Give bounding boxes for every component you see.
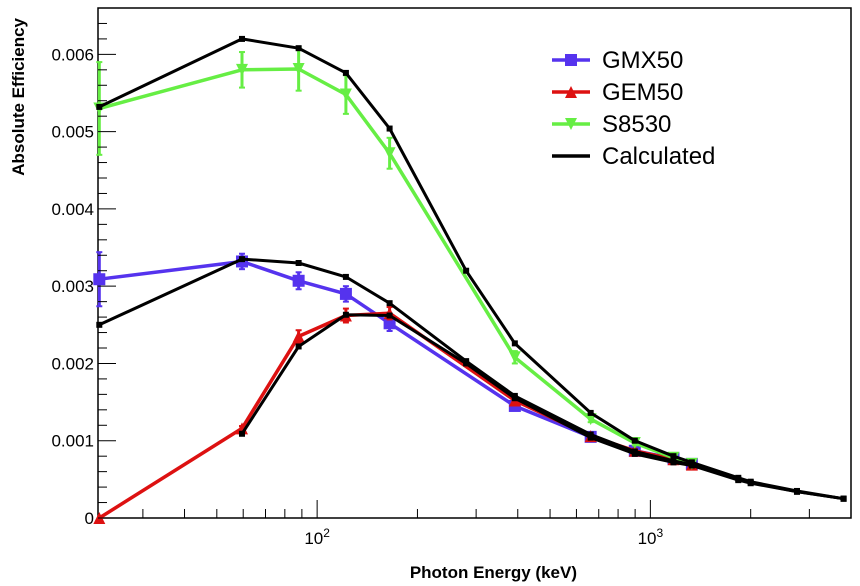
x-axis-title: Photon Energy (keV)	[410, 563, 577, 582]
data-point	[670, 453, 677, 460]
legend-item: GEM50	[552, 79, 683, 106]
x-axis: 102 103	[142, 500, 852, 548]
series-line	[99, 259, 693, 466]
data-point	[93, 273, 106, 286]
data-point	[670, 459, 677, 466]
legend-item: GMX50	[552, 47, 683, 74]
data-point	[386, 300, 393, 307]
data-point	[587, 431, 594, 438]
legend-label: GEM50	[602, 79, 683, 106]
data-point	[383, 147, 396, 160]
data-point	[342, 273, 349, 280]
data-point	[96, 321, 103, 328]
data-point	[235, 63, 248, 76]
series-layer	[93, 35, 847, 524]
data-point	[631, 437, 638, 444]
data-point	[292, 330, 305, 343]
data-point	[386, 125, 393, 132]
x-tick-label: 102	[304, 526, 330, 548]
calculated-line	[98, 37, 844, 501]
data-point	[339, 287, 352, 300]
data-point	[339, 88, 352, 101]
data-point	[735, 477, 742, 484]
y-tick-label: 0.001	[51, 432, 94, 451]
y-tick-label: 0.002	[51, 354, 94, 373]
y-tick-label: 0	[85, 509, 94, 528]
legend: GMX50 GEM50 S8530 Calculated	[552, 47, 715, 170]
data-point	[565, 86, 577, 98]
data-point	[511, 340, 518, 347]
y-tick-label: 0.005	[51, 123, 94, 142]
data-point	[463, 360, 470, 367]
data-point	[587, 434, 594, 441]
data-point	[565, 54, 577, 66]
data-point	[565, 118, 577, 130]
legend-item: S8530	[552, 111, 671, 138]
data-point	[840, 495, 847, 502]
data-point	[292, 274, 305, 287]
legend-label: S8530	[602, 111, 671, 138]
data-point	[292, 63, 305, 76]
plot-frame	[97, 7, 852, 519]
series-gem50	[93, 306, 698, 524]
legend-label: GMX50	[602, 47, 683, 74]
data-point	[238, 430, 245, 437]
data-point	[238, 256, 245, 263]
data-point	[463, 267, 470, 274]
calculated-line	[240, 313, 844, 501]
data-point	[238, 35, 245, 42]
y-tick-label: 0.004	[51, 200, 94, 219]
data-point	[587, 409, 594, 416]
data-point	[508, 351, 521, 364]
data-point	[295, 343, 302, 350]
series-calculated	[96, 35, 847, 502]
data-point	[96, 103, 103, 110]
data-point	[511, 395, 518, 402]
data-point	[386, 312, 393, 319]
y-tick-label: 0.003	[51, 277, 94, 296]
data-point	[342, 311, 349, 318]
data-point	[342, 69, 349, 76]
y-tick-label: 0.006	[51, 45, 94, 64]
y-axis-title: Absolute Efficiency	[9, 17, 28, 175]
data-point	[793, 488, 800, 495]
data-point	[747, 480, 754, 487]
data-point	[295, 260, 302, 266]
data-point	[688, 462, 695, 469]
series-line	[98, 311, 693, 520]
data-point	[295, 45, 302, 52]
legend-item: Calculated	[552, 143, 715, 170]
y-axis: 0 0.001 0.002 0.003 0.004 0.005 0.006	[51, 7, 116, 528]
x-tick-label: 103	[638, 526, 664, 548]
legend-label: Calculated	[602, 143, 715, 170]
series-line	[98, 67, 693, 466]
data-point	[631, 450, 638, 457]
